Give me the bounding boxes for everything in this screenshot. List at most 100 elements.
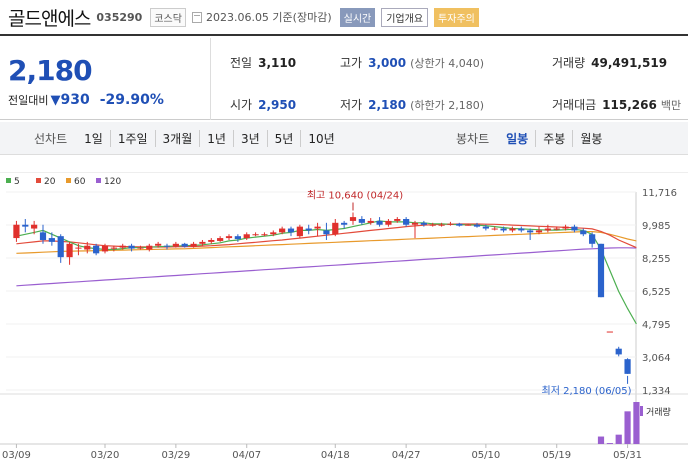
realtime-button[interactable]: 실시간 xyxy=(339,7,376,27)
volume: 거래량 49,491,519 xyxy=(552,54,667,71)
y-tick-label: 6,525 xyxy=(642,287,671,298)
candle-body xyxy=(305,228,312,231)
amount-label: 거래대금 xyxy=(552,98,597,112)
x-tick-label: 04/07 xyxy=(232,450,261,461)
y-tick-label: 1,334 xyxy=(642,386,671,397)
prev-close: 전일 3,110 xyxy=(230,54,296,71)
legend-label: 20 xyxy=(44,177,56,187)
candle-chart-label: 봉차트 xyxy=(456,131,490,146)
legend-swatch xyxy=(66,178,71,183)
candle-body xyxy=(473,224,481,227)
x-tick-label: 04/27 xyxy=(392,450,421,461)
line-chart-label: 선차트 xyxy=(34,131,68,146)
corp-info-button[interactable]: 기업개요 xyxy=(381,7,429,27)
candle-body xyxy=(562,226,569,229)
tab-daily[interactable]: 일봉 xyxy=(506,131,529,146)
legend-label: 5 xyxy=(14,177,20,187)
y-tick-label: 9,985 xyxy=(642,221,671,232)
range-1d[interactable]: 1일 xyxy=(84,131,103,146)
legend-swatch xyxy=(96,178,101,183)
candle-body xyxy=(385,220,392,225)
candle-body xyxy=(252,234,259,236)
volume-value: 49,491,519 xyxy=(591,56,668,70)
volume-legend-label: 거래량 xyxy=(646,406,671,418)
volume-label: 거래량 xyxy=(552,56,586,70)
tab-monthly[interactable]: 월봉 xyxy=(572,129,609,147)
range-1w[interactable]: 1주일 xyxy=(109,129,155,147)
range-3y[interactable]: 3년 xyxy=(232,129,267,147)
candle-body xyxy=(146,245,153,250)
legend-swatch xyxy=(36,178,41,183)
y-tick-label: 8,255 xyxy=(642,254,671,265)
range-5y[interactable]: 5년 xyxy=(266,129,301,147)
range-10y[interactable]: 10년 xyxy=(300,129,341,147)
candle-body xyxy=(535,230,543,233)
change-info: 전일대비 ▼ 930 -29.90% xyxy=(8,92,164,108)
ma60-line xyxy=(16,230,637,254)
legend-swatch xyxy=(6,178,11,183)
candle-body xyxy=(341,222,348,225)
calendar-icon xyxy=(191,11,202,23)
candle-body xyxy=(172,243,179,247)
low-label: 저가 xyxy=(340,98,363,112)
candle-body xyxy=(403,219,410,225)
range-3m[interactable]: 3개월 xyxy=(154,129,200,147)
candle-body xyxy=(314,226,321,229)
candle-body xyxy=(13,224,20,239)
candle-body xyxy=(606,331,613,333)
candle-body xyxy=(358,219,365,223)
low-value: 2,180 xyxy=(368,98,407,112)
candle-body xyxy=(491,228,498,230)
range-1y[interactable]: 1년 xyxy=(199,129,233,147)
candle-body xyxy=(615,348,622,355)
candle-body xyxy=(420,222,427,225)
high-value: 3,000 xyxy=(368,56,407,70)
candle-body xyxy=(589,234,596,244)
candle-body xyxy=(465,224,472,226)
candle-body xyxy=(376,220,383,225)
x-tick-label: 05/19 xyxy=(542,450,571,461)
candle-body xyxy=(447,223,454,225)
open-price: 시가 2,950 xyxy=(230,96,296,113)
candle-body xyxy=(93,245,100,254)
tab-weekly[interactable]: 주봉 xyxy=(535,129,572,147)
candle-body xyxy=(323,230,330,235)
x-tick-label: 03/20 xyxy=(91,450,120,461)
summary-divider xyxy=(210,38,211,120)
current-price: 2,180 xyxy=(8,54,93,87)
open-value: 2,950 xyxy=(258,98,297,112)
candle-body xyxy=(39,232,47,240)
volume-bar xyxy=(597,436,605,444)
candle-body xyxy=(296,226,303,237)
x-tick-label: 03/09 xyxy=(2,450,31,461)
base-date: 2023.06.05 기준(장마감) xyxy=(205,11,332,24)
candle-body xyxy=(518,228,525,231)
candle-body xyxy=(261,234,268,236)
candle-body xyxy=(31,224,38,229)
candle-body xyxy=(553,228,560,230)
amount-unit: 백만 xyxy=(660,99,682,112)
candlestick-chart[interactable]: 5 20 60 120 11,716 9,985 8,255 6,525 4,795 3,064 1… xyxy=(0,172,688,462)
candle-body xyxy=(66,243,73,258)
candle-body xyxy=(48,238,55,242)
stock-name: 골드앤에스 xyxy=(8,7,91,30)
volume-bar xyxy=(606,443,613,444)
candle-body xyxy=(84,245,91,250)
change-label: 전일대비 xyxy=(8,94,49,107)
lower-limit: (하한가 2,180) xyxy=(410,99,484,112)
change-percent: -29.90% xyxy=(99,92,164,108)
candle-body xyxy=(190,243,197,247)
y-tick-label: 3,064 xyxy=(642,353,671,364)
legend-label: 60 xyxy=(74,177,86,187)
candle-body xyxy=(234,236,241,240)
stock-code: 035290 xyxy=(96,10,143,24)
ma120-line xyxy=(16,247,637,287)
candle-body xyxy=(22,224,29,227)
candle-body xyxy=(128,245,135,249)
candle-body xyxy=(367,220,374,223)
change-amount: 930 xyxy=(60,92,90,108)
low-annotation: 최저 2,180 (06/05) xyxy=(542,385,632,397)
candle-body xyxy=(137,247,144,249)
candle-body xyxy=(110,247,117,249)
x-tick-label: 04/18 xyxy=(321,450,350,461)
